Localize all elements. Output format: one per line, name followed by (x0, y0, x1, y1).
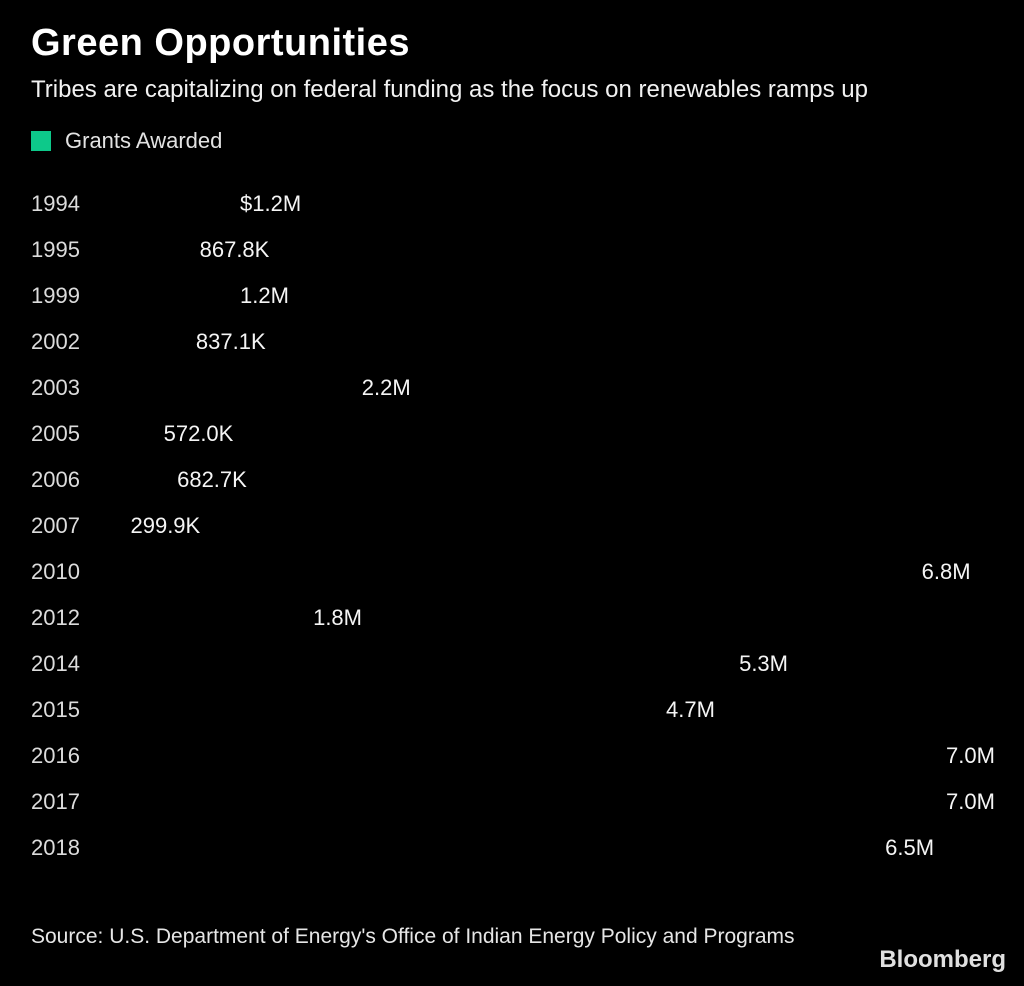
bar-row: 2012 1.8M (31, 600, 1024, 636)
bar-row: 2018 6.5M (31, 830, 1024, 866)
legend-swatch-icon (31, 130, 51, 151)
source-note: Source: U.S. Department of Energy's Offi… (31, 924, 795, 948)
value-label: 4.7M (666, 696, 715, 722)
bar-row: 2002 837.1K (31, 324, 1024, 360)
value-label: 7.0M (946, 742, 995, 768)
page-title: Green Opportunities (31, 22, 410, 64)
bar-track: 7.0M (81, 784, 995, 820)
year-label: 1994 (31, 190, 80, 216)
value-label: 1.2M (240, 282, 289, 308)
value-label: 299.9K (130, 512, 201, 538)
year-label: 2002 (31, 328, 80, 354)
bar-row: 2014 5.3M (31, 646, 1024, 682)
bar-track: 572.0K (81, 416, 933, 452)
year-label: 2016 (31, 742, 80, 768)
bar-track: 299.9K (81, 508, 933, 544)
bar-row: 2006 682.7K (31, 462, 1024, 498)
value-label: 1.8M (313, 604, 362, 630)
year-label: 2005 (31, 420, 80, 446)
legend: Grants Awarded (31, 128, 993, 154)
bar-track: 2.2M (81, 370, 933, 406)
bar-row: 1994 $1.2M (31, 186, 1024, 222)
year-label: 2003 (31, 374, 80, 400)
year-label: 2006 (31, 466, 80, 492)
year-label: 2017 (31, 788, 80, 814)
bar-track: 867.8K (81, 232, 933, 268)
year-label: 2007 (31, 512, 80, 538)
bar-rows: 1994 $1.2M 1995 867.8K 1999 1.2M 2002 83… (31, 186, 1024, 866)
legend-label: Grants Awarded (65, 127, 223, 153)
bloomberg-logo: Bloomberg (879, 946, 1006, 973)
year-label: 2012 (31, 604, 80, 630)
value-label: 5.3M (739, 650, 788, 676)
value-label: 682.7K (177, 466, 247, 492)
bar-track: 1.8M (81, 600, 933, 636)
value-label: 2.2M (361, 374, 411, 400)
value-label: 837.1K (195, 328, 266, 354)
bar-row: 2015 4.7M (31, 692, 1024, 728)
bar-track: 6.5M (81, 830, 935, 866)
year-label: 2015 (31, 696, 80, 722)
bar-row: 2003 2.2M (31, 370, 1024, 406)
bar-track: 7.0M (81, 738, 995, 774)
year-label: 2010 (31, 558, 80, 584)
bar-row: 2007 299.9K (31, 508, 1024, 544)
bar-row: 1999 1.2M (31, 278, 1024, 314)
bar-row: 2017 7.0M (31, 784, 1024, 820)
bar-chart: 1994 $1.2M 1995 867.8K 1999 1.2M 2002 83… (0, 186, 1024, 866)
bar-track: 6.8M (81, 554, 971, 590)
bar-row: 1995 867.8K (31, 232, 1024, 268)
bar-row: 2010 6.8M (31, 554, 1024, 590)
chart-header: Green Opportunities Tribes are capitaliz… (0, 0, 1024, 154)
value-label: 572.0K (163, 420, 234, 446)
value-label: 6.5M (885, 834, 935, 860)
value-label: $1.2M (240, 190, 302, 216)
bar-track: 5.3M (81, 646, 933, 682)
year-label: 2014 (31, 650, 80, 676)
value-label: 7.0M (946, 788, 995, 814)
bar-track: 837.1K (81, 324, 933, 360)
bar-row: 2005 572.0K (31, 416, 1024, 452)
year-label: 1999 (31, 282, 80, 308)
bar-track: 4.7M (81, 692, 933, 728)
value-label: 867.8K (199, 236, 270, 262)
year-label: 1995 (31, 236, 80, 262)
bar-row: 2016 7.0M (31, 738, 1024, 774)
year-label: 2018 (31, 834, 80, 860)
bar-track: 1.2M (81, 278, 933, 314)
value-label: 6.8M (921, 558, 971, 584)
chart-subtitle: Tribes are capitalizing on federal fundi… (31, 76, 868, 103)
bar-track: $1.2M (81, 186, 933, 222)
bar-track: 682.7K (81, 462, 933, 498)
